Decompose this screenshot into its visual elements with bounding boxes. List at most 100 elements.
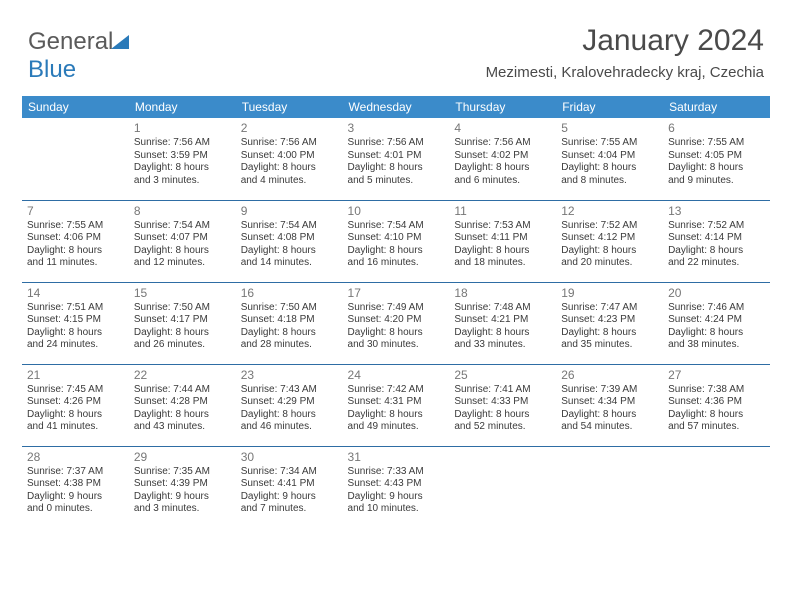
cell-sunset: Sunset: 4:38 PM [27,478,124,491]
cell-sunset: Sunset: 4:26 PM [27,396,124,409]
logo-text-2: Blue [28,56,76,83]
cell-daylight2: and 6 minutes. [454,175,551,188]
cell-daylight1: Daylight: 8 hours [27,245,124,258]
cell-daylight2: and 16 minutes. [348,257,445,270]
cell-daylight2: and 9 minutes. [668,175,765,188]
calendar-row: 28Sunrise: 7:37 AMSunset: 4:38 PMDayligh… [22,446,770,528]
cell-sunset: Sunset: 4:06 PM [27,232,124,245]
cell-sunset: Sunset: 4:05 PM [668,150,765,163]
cell-daylight1: Daylight: 9 hours [348,491,445,504]
weekday-header: Monday [129,96,236,118]
calendar-cell: 9Sunrise: 7:54 AMSunset: 4:08 PMDaylight… [236,200,343,282]
cell-sunset: Sunset: 4:33 PM [454,396,551,409]
cell-daylight1: Daylight: 8 hours [134,245,231,258]
cell-daylight2: and 26 minutes. [134,339,231,352]
calendar-cell [22,118,129,200]
cell-daylight2: and 11 minutes. [27,257,124,270]
cell-sunrise: Sunrise: 7:56 AM [134,137,231,150]
cell-daylight2: and 10 minutes. [348,503,445,516]
calendar-cell: 12Sunrise: 7:52 AMSunset: 4:12 PMDayligh… [556,200,663,282]
calendar-cell: 29Sunrise: 7:35 AMSunset: 4:39 PMDayligh… [129,446,236,528]
calendar-cell: 2Sunrise: 7:56 AMSunset: 4:00 PMDaylight… [236,118,343,200]
day-number: 4 [454,121,551,135]
calendar-cell: 18Sunrise: 7:48 AMSunset: 4:21 PMDayligh… [449,282,556,364]
cell-sunrise: Sunrise: 7:52 AM [668,220,765,233]
cell-daylight2: and 35 minutes. [561,339,658,352]
location-subtitle: Mezimesti, Kralovehradecky kraj, Czechia [486,64,764,81]
cell-sunset: Sunset: 4:29 PM [241,396,338,409]
cell-daylight2: and 28 minutes. [241,339,338,352]
cell-daylight2: and 49 minutes. [348,421,445,434]
cell-sunrise: Sunrise: 7:33 AM [348,466,445,479]
cell-daylight2: and 52 minutes. [454,421,551,434]
weekday-header: Friday [556,96,663,118]
day-number: 26 [561,368,658,382]
cell-sunset: Sunset: 4:34 PM [561,396,658,409]
cell-sunrise: Sunrise: 7:45 AM [27,384,124,397]
calendar-cell: 21Sunrise: 7:45 AMSunset: 4:26 PMDayligh… [22,364,129,446]
day-number: 31 [348,450,445,464]
cell-sunset: Sunset: 4:39 PM [134,478,231,491]
day-number: 7 [27,204,124,218]
cell-daylight2: and 41 minutes. [27,421,124,434]
cell-sunset: Sunset: 4:14 PM [668,232,765,245]
calendar-cell: 1Sunrise: 7:56 AMSunset: 3:59 PMDaylight… [129,118,236,200]
day-number: 18 [454,286,551,300]
day-number: 24 [348,368,445,382]
cell-sunset: Sunset: 4:15 PM [27,314,124,327]
cell-daylight1: Daylight: 8 hours [348,162,445,175]
calendar-cell: 17Sunrise: 7:49 AMSunset: 4:20 PMDayligh… [343,282,450,364]
day-number: 5 [561,121,658,135]
cell-sunrise: Sunrise: 7:56 AM [454,137,551,150]
title-block: January 2024 Mezimesti, Kralovehradecky … [486,24,764,81]
calendar-cell: 8Sunrise: 7:54 AMSunset: 4:07 PMDaylight… [129,200,236,282]
cell-daylight2: and 43 minutes. [134,421,231,434]
cell-daylight1: Daylight: 8 hours [134,162,231,175]
cell-daylight2: and 5 minutes. [348,175,445,188]
cell-daylight2: and 38 minutes. [668,339,765,352]
weekday-header: Saturday [663,96,770,118]
day-number: 2 [241,121,338,135]
calendar-cell: 16Sunrise: 7:50 AMSunset: 4:18 PMDayligh… [236,282,343,364]
cell-daylight2: and 30 minutes. [348,339,445,352]
day-number: 28 [27,450,124,464]
cell-sunrise: Sunrise: 7:34 AM [241,466,338,479]
day-number: 3 [348,121,445,135]
calendar-cell: 3Sunrise: 7:56 AMSunset: 4:01 PMDaylight… [343,118,450,200]
calendar-row: 1Sunrise: 7:56 AMSunset: 3:59 PMDaylight… [22,118,770,200]
calendar-cell: 27Sunrise: 7:38 AMSunset: 4:36 PMDayligh… [663,364,770,446]
cell-daylight1: Daylight: 8 hours [348,245,445,258]
cell-sunset: Sunset: 4:17 PM [134,314,231,327]
calendar-cell: 26Sunrise: 7:39 AMSunset: 4:34 PMDayligh… [556,364,663,446]
cell-sunset: Sunset: 4:08 PM [241,232,338,245]
calendar-cell: 15Sunrise: 7:50 AMSunset: 4:17 PMDayligh… [129,282,236,364]
cell-sunset: Sunset: 4:10 PM [348,232,445,245]
cell-sunset: Sunset: 4:04 PM [561,150,658,163]
day-number: 21 [27,368,124,382]
cell-daylight2: and 0 minutes. [27,503,124,516]
cell-sunrise: Sunrise: 7:39 AM [561,384,658,397]
calendar-cell: 20Sunrise: 7:46 AMSunset: 4:24 PMDayligh… [663,282,770,364]
cell-sunrise: Sunrise: 7:55 AM [27,220,124,233]
cell-daylight1: Daylight: 8 hours [668,245,765,258]
cell-sunrise: Sunrise: 7:51 AM [27,302,124,315]
calendar-cell: 19Sunrise: 7:47 AMSunset: 4:23 PMDayligh… [556,282,663,364]
day-number: 1 [134,121,231,135]
cell-daylight1: Daylight: 8 hours [241,162,338,175]
cell-daylight2: and 46 minutes. [241,421,338,434]
cell-daylight1: Daylight: 9 hours [27,491,124,504]
calendar-cell: 22Sunrise: 7:44 AMSunset: 4:28 PMDayligh… [129,364,236,446]
cell-daylight2: and 8 minutes. [561,175,658,188]
cell-daylight1: Daylight: 8 hours [134,327,231,340]
cell-sunrise: Sunrise: 7:46 AM [668,302,765,315]
cell-sunrise: Sunrise: 7:55 AM [561,137,658,150]
cell-sunrise: Sunrise: 7:49 AM [348,302,445,315]
cell-sunrise: Sunrise: 7:50 AM [241,302,338,315]
cell-daylight1: Daylight: 8 hours [561,245,658,258]
cell-sunset: Sunset: 4:21 PM [454,314,551,327]
cell-sunset: Sunset: 4:23 PM [561,314,658,327]
cell-sunrise: Sunrise: 7:54 AM [134,220,231,233]
day-number: 12 [561,204,658,218]
cell-sunset: Sunset: 4:11 PM [454,232,551,245]
day-number: 22 [134,368,231,382]
